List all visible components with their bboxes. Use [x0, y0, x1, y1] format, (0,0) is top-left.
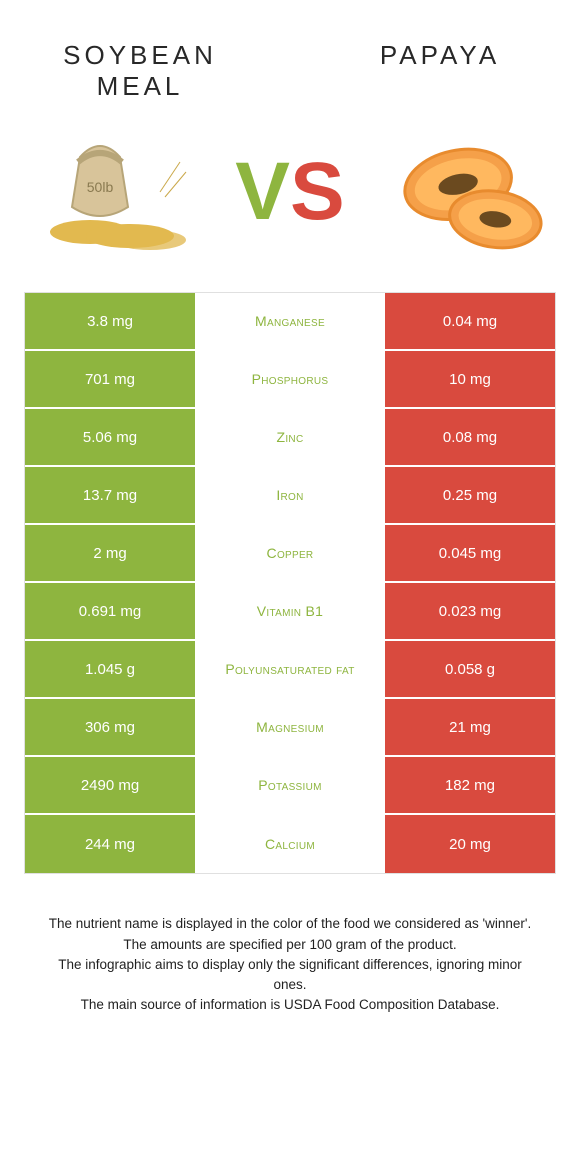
right-value: 0.08 mg — [385, 409, 555, 465]
table-row: 3.8 mgManganese0.04 mg — [25, 293, 555, 351]
table-row: 0.691 mgVitamin B10.023 mg — [25, 583, 555, 641]
table-row: 13.7 mgIron0.25 mg — [25, 467, 555, 525]
left-value: 244 mg — [25, 815, 195, 873]
right-value: 0.058 g — [385, 641, 555, 697]
left-value: 13.7 mg — [25, 467, 195, 523]
table-row: 5.06 mgZinc0.08 mg — [25, 409, 555, 467]
left-value: 0.691 mg — [25, 583, 195, 639]
images-row: 50lb V S — [0, 102, 580, 292]
nutrient-name: Magnesium — [195, 699, 385, 755]
vs-s-letter: S — [290, 151, 345, 233]
svg-text:50lb: 50lb — [87, 179, 114, 195]
right-value: 21 mg — [385, 699, 555, 755]
vs-label: V S — [235, 151, 344, 233]
nutrient-name: Copper — [195, 525, 385, 581]
left-value: 1.045 g — [25, 641, 195, 697]
nutrient-name: Polyunsaturated fat — [195, 641, 385, 697]
left-value: 3.8 mg — [25, 293, 195, 349]
footer-notes: The nutrient name is displayed in the co… — [0, 874, 580, 1015]
table-row: 244 mgCalcium20 mg — [25, 815, 555, 873]
right-value: 20 mg — [385, 815, 555, 873]
footer-line: The main source of information is USDA F… — [40, 995, 540, 1015]
soybean-meal-icon: 50lb — [30, 122, 190, 262]
left-value: 701 mg — [25, 351, 195, 407]
left-value: 5.06 mg — [25, 409, 195, 465]
footer-line: The infographic aims to display only the… — [40, 955, 540, 996]
nutrient-name: Calcium — [195, 815, 385, 873]
left-value: 2490 mg — [25, 757, 195, 813]
nutrient-name: Vitamin B1 — [195, 583, 385, 639]
papaya-icon — [390, 122, 550, 262]
nutrient-name: Zinc — [195, 409, 385, 465]
footer-line: The amounts are specified per 100 gram o… — [40, 935, 540, 955]
right-value: 0.023 mg — [385, 583, 555, 639]
right-value: 10 mg — [385, 351, 555, 407]
footer-line: The nutrient name is displayed in the co… — [40, 914, 540, 934]
right-value: 182 mg — [385, 757, 555, 813]
right-value: 0.25 mg — [385, 467, 555, 523]
nutrient-name: Phosphorus — [195, 351, 385, 407]
table-row: 1.045 gPolyunsaturated fat0.058 g — [25, 641, 555, 699]
table-row: 2 mgCopper0.045 mg — [25, 525, 555, 583]
vs-v-letter: V — [235, 151, 290, 233]
right-value: 0.04 mg — [385, 293, 555, 349]
table-row: 306 mgMagnesium21 mg — [25, 699, 555, 757]
right-food-title: Papaya — [340, 40, 540, 71]
left-food-title: Soybean meal — [40, 40, 240, 102]
nutrient-name: Iron — [195, 467, 385, 523]
nutrient-name: Manganese — [195, 293, 385, 349]
nutrient-table: 3.8 mgManganese0.04 mg701 mgPhosphorus10… — [24, 292, 556, 874]
left-value: 2 mg — [25, 525, 195, 581]
table-row: 701 mgPhosphorus10 mg — [25, 351, 555, 409]
table-row: 2490 mgPotassium182 mg — [25, 757, 555, 815]
nutrient-name: Potassium — [195, 757, 385, 813]
right-value: 0.045 mg — [385, 525, 555, 581]
left-value: 306 mg — [25, 699, 195, 755]
header: Soybean meal Papaya — [0, 0, 580, 102]
